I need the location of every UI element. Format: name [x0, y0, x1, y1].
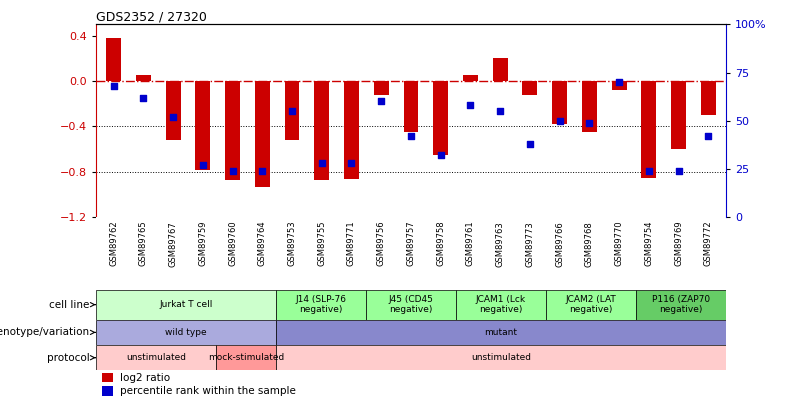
Bar — [463, 75, 478, 81]
Text: GDS2352 / 27320: GDS2352 / 27320 — [96, 10, 207, 23]
Text: JCAM2 (LAT
negative): JCAM2 (LAT negative) — [566, 295, 617, 314]
Point — [672, 168, 685, 174]
Bar — [276, 345, 726, 370]
Bar — [96, 345, 215, 370]
Point — [167, 114, 180, 120]
Point — [405, 133, 417, 139]
Bar — [671, 81, 686, 149]
Text: GSM89753: GSM89753 — [287, 221, 297, 266]
Point — [583, 119, 596, 126]
Bar — [196, 81, 210, 170]
Bar — [636, 290, 726, 320]
Bar — [215, 345, 276, 370]
Point — [523, 141, 536, 147]
Bar — [106, 38, 121, 81]
Text: wild type: wild type — [165, 328, 207, 337]
Text: cell line: cell line — [49, 300, 95, 310]
Point — [613, 79, 626, 85]
Text: P116 (ZAP70
negative): P116 (ZAP70 negative) — [652, 295, 710, 314]
Text: GSM89768: GSM89768 — [585, 221, 594, 266]
Text: mutant: mutant — [484, 328, 518, 337]
Text: GSM89767: GSM89767 — [168, 221, 178, 266]
Point — [464, 102, 477, 109]
Point — [434, 152, 447, 159]
Bar — [285, 81, 299, 140]
Bar — [523, 81, 537, 95]
Text: GSM89757: GSM89757 — [406, 221, 416, 266]
Point — [286, 108, 298, 114]
Text: genotype/variation: genotype/variation — [0, 327, 95, 337]
Bar — [366, 290, 456, 320]
Text: GSM89755: GSM89755 — [318, 221, 326, 266]
Bar — [314, 81, 330, 180]
Bar — [701, 81, 716, 115]
Bar — [582, 81, 597, 132]
Text: unstimulated: unstimulated — [126, 353, 186, 362]
Text: unstimulated: unstimulated — [471, 353, 531, 362]
Point — [553, 117, 566, 124]
Text: percentile rank within the sample: percentile rank within the sample — [120, 386, 295, 396]
Bar — [136, 75, 151, 81]
Bar — [166, 81, 180, 140]
Text: GSM89772: GSM89772 — [704, 221, 713, 266]
Point — [137, 94, 150, 101]
Bar — [492, 58, 508, 81]
Text: GSM89762: GSM89762 — [109, 221, 118, 266]
Point — [315, 160, 328, 166]
Text: GSM89766: GSM89766 — [555, 221, 564, 266]
Bar — [642, 81, 656, 177]
Text: GSM89773: GSM89773 — [525, 221, 535, 266]
Point — [494, 108, 507, 114]
Bar — [102, 373, 113, 382]
Point — [107, 83, 120, 89]
Bar — [404, 81, 418, 132]
Text: GSM89769: GSM89769 — [674, 221, 683, 266]
Text: JCAM1 (Lck
negative): JCAM1 (Lck negative) — [476, 295, 526, 314]
Text: mock-stimulated: mock-stimulated — [207, 353, 284, 362]
Bar — [102, 386, 113, 396]
Bar — [96, 320, 276, 345]
Text: GSM89754: GSM89754 — [644, 221, 654, 266]
Bar — [96, 290, 276, 320]
Text: GSM89756: GSM89756 — [377, 221, 385, 266]
Text: GSM89771: GSM89771 — [347, 221, 356, 266]
Bar — [276, 290, 366, 320]
Text: GSM89760: GSM89760 — [228, 221, 237, 266]
Text: protocol: protocol — [47, 353, 95, 363]
Bar — [373, 81, 389, 95]
Text: J14 (SLP-76
negative): J14 (SLP-76 negative) — [295, 295, 346, 314]
Bar — [276, 320, 726, 345]
Bar — [552, 81, 567, 124]
Point — [256, 168, 269, 174]
Bar — [612, 81, 626, 90]
Bar — [225, 81, 240, 180]
Text: log2 ratio: log2 ratio — [120, 373, 170, 383]
Text: GSM89758: GSM89758 — [437, 221, 445, 266]
Text: GSM89764: GSM89764 — [258, 221, 267, 266]
Bar — [456, 290, 546, 320]
Bar — [433, 81, 448, 155]
Text: J45 (CD45
negative): J45 (CD45 negative) — [389, 295, 433, 314]
Point — [226, 168, 239, 174]
Point — [702, 133, 715, 139]
Bar — [255, 81, 270, 187]
Text: GSM89761: GSM89761 — [466, 221, 475, 266]
Text: GSM89765: GSM89765 — [139, 221, 148, 266]
Bar — [546, 290, 636, 320]
Text: GSM89763: GSM89763 — [496, 221, 504, 266]
Point — [642, 168, 655, 174]
Point — [196, 162, 209, 168]
Point — [375, 98, 388, 105]
Text: GSM89759: GSM89759 — [199, 221, 207, 266]
Text: Jurkat T cell: Jurkat T cell — [159, 300, 212, 309]
Bar — [344, 81, 359, 179]
Text: GSM89770: GSM89770 — [614, 221, 623, 266]
Point — [345, 160, 358, 166]
